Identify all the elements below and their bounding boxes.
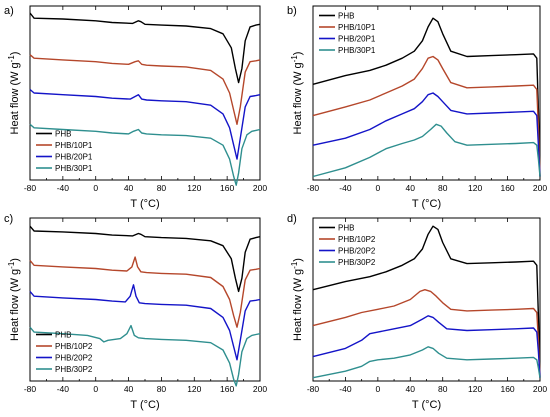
- series-line-phb-10p2: [312, 289, 541, 378]
- series-line-phb-10p2: [29, 256, 261, 328]
- series-line-phb: [312, 225, 541, 378]
- x-tick-label: 200: [533, 183, 547, 193]
- series-line-phb-10p1: [29, 54, 261, 126]
- x-tick-label: -80: [307, 384, 320, 394]
- x-axis-title: T (°C): [130, 399, 159, 411]
- x-axis-title: T (°C): [412, 399, 441, 411]
- x-tick-label: 80: [438, 183, 448, 193]
- x-tick-label: 40: [406, 384, 416, 394]
- series-line-phb-20p1: [312, 92, 541, 177]
- x-tick-label: 120: [468, 183, 482, 193]
- legend-label: PHB/30P1: [338, 46, 376, 55]
- legend: PHB PHB/10P1 PHB/20P1 PHB/30P1: [36, 130, 93, 173]
- panel-2: -80 -40 0 40 80 120 160 200 T (°C) Heat flow (W g…: [287, 5, 547, 210]
- x-tick-label: 160: [500, 384, 514, 394]
- legend: PHB PHB/10P1 PHB/20P1 PHB/30P1: [319, 12, 376, 55]
- legend-label: PHB: [338, 12, 354, 21]
- legend-label: PHB: [55, 130, 71, 139]
- panel-label: d): [287, 213, 297, 225]
- legend-label: PHB: [55, 331, 71, 340]
- x-tick-label: -80: [24, 384, 37, 394]
- x-tick-label: 40: [124, 183, 134, 193]
- series-line-phb-30p1: [312, 123, 541, 178]
- x-tick-label: 0: [375, 384, 380, 394]
- x-tick-label: 200: [533, 384, 547, 394]
- legend-label: PHB/20P1: [338, 35, 376, 44]
- series-line-phb: [29, 12, 261, 84]
- x-tick-label: 40: [406, 183, 416, 193]
- x-tick-label: 160: [220, 384, 234, 394]
- legend-label: PHB/30P2: [338, 258, 376, 267]
- panel-label: a): [4, 5, 14, 17]
- panel-4: -80 -40 0 40 80 120 160 200 T (°C) Heat flow (W g…: [287, 213, 547, 411]
- panel-3: -80 -40 0 40 80 120 160 200 T (°C) Heat flow (W g…: [4, 213, 267, 411]
- legend-label: PHB/30P2: [55, 365, 93, 374]
- x-axis-title: T (°C): [130, 198, 159, 210]
- y-axis-title: Heat flow (W g-1): [290, 258, 305, 341]
- panel-1: -80 -40 0 40 80 120 160 200 T (°C) Heat flow (W g…: [4, 5, 267, 210]
- legend-label: PHB/20P2: [338, 247, 376, 256]
- series-line-phb-30p2: [29, 324, 261, 387]
- x-tick-label: 80: [157, 384, 167, 394]
- y-axis-title: Heat flow (W g-1): [7, 52, 22, 135]
- x-tick-label: 40: [124, 384, 134, 394]
- x-tick-label: 80: [157, 183, 167, 193]
- series-line-phb-10p1: [312, 55, 541, 177]
- legend-label: PHB/20P1: [55, 153, 93, 162]
- x-tick-label: 0: [375, 183, 380, 193]
- x-tick-label: 160: [500, 183, 514, 193]
- x-tick-label: 120: [468, 384, 482, 394]
- panel-label: b): [287, 5, 297, 17]
- x-tick-label: 120: [187, 183, 201, 193]
- series-line-phb-20p1: [29, 88, 261, 160]
- series-line-phb: [312, 17, 541, 177]
- x-tick-label: 120: [187, 384, 201, 394]
- x-tick-label: 160: [220, 183, 234, 193]
- x-axis-title: T (°C): [412, 198, 441, 210]
- legend-label: PHB/30P1: [55, 164, 93, 173]
- legend-label: PHB/10P2: [55, 342, 93, 351]
- series-line-phb-20p2: [312, 315, 541, 378]
- x-tick-label: 80: [438, 384, 448, 394]
- series-line-phb: [29, 225, 261, 293]
- series-line-phb-20p2: [29, 284, 261, 361]
- x-tick-label: -40: [339, 384, 352, 394]
- legend-label: PHB/20P2: [55, 354, 93, 363]
- series-line-phb-30p2: [312, 346, 541, 379]
- series-line-phb-30p1: [29, 123, 261, 186]
- x-tick-label: 200: [253, 183, 267, 193]
- legend-label: PHB/10P1: [55, 141, 93, 150]
- panel-label: c): [4, 213, 13, 225]
- legend-label: PHB/10P1: [338, 23, 376, 32]
- legend-label: PHB: [338, 224, 354, 233]
- legend-label: PHB/10P2: [338, 235, 376, 244]
- x-tick-label: -80: [24, 183, 37, 193]
- legend: PHB PHB/10P2 PHB/20P2 PHB/30P2: [36, 331, 93, 374]
- y-axis-title: Heat flow (W g-1): [7, 258, 22, 341]
- x-tick-label: 0: [93, 183, 98, 193]
- x-tick-label: -40: [57, 183, 70, 193]
- legend: PHB PHB/10P2 PHB/20P2 PHB/30P2: [319, 224, 376, 267]
- x-tick-label: -40: [339, 183, 352, 193]
- x-tick-label: 200: [253, 384, 267, 394]
- x-tick-label: -40: [57, 384, 70, 394]
- y-axis-title: Heat flow (W g-1): [290, 52, 305, 135]
- x-tick-label: -80: [307, 183, 320, 193]
- x-tick-label: 0: [93, 384, 98, 394]
